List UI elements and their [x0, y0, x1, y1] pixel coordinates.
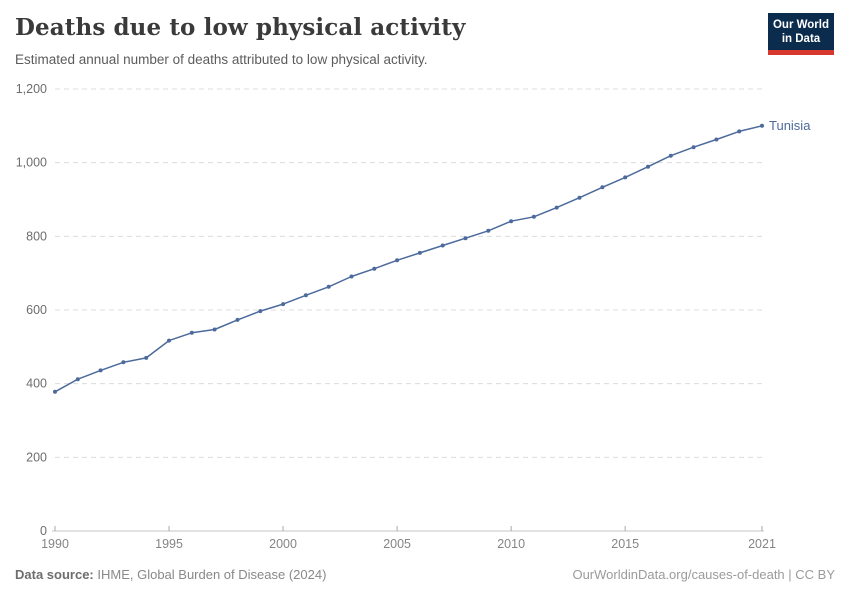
tunisia-point-2003[interactable]	[349, 274, 354, 279]
tunisia-point-2002[interactable]	[326, 284, 331, 289]
tunisia-point-2006[interactable]	[417, 250, 422, 255]
tunisia-point-1992[interactable]	[98, 368, 103, 373]
data-source-label: Data source:	[15, 567, 94, 582]
y-axis-label-200: 200	[26, 450, 47, 464]
y-axis-label-1200: 1,200	[16, 82, 47, 96]
tunisia-point-2020[interactable]	[737, 129, 742, 134]
tunisia-point-2018[interactable]	[691, 145, 696, 150]
x-axis-label-2005: 2005	[383, 537, 411, 551]
tunisia-point-2012[interactable]	[554, 205, 559, 210]
tunisia-point-2014[interactable]	[600, 185, 605, 190]
tunisia-point-2008[interactable]	[463, 236, 468, 241]
tunisia-point-1991[interactable]	[75, 377, 80, 382]
y-axis-label-800: 800	[26, 229, 47, 243]
tunisia-point-1990[interactable]	[53, 389, 57, 394]
owid-logo-stripe	[768, 50, 834, 55]
tunisia-line[interactable]	[54, 125, 763, 393]
tunisia-point-2016[interactable]	[646, 164, 650, 169]
x-axis-label-2015: 2015	[611, 537, 639, 551]
x-axis-label-2010: 2010	[497, 537, 525, 551]
tunisia-point-1997[interactable]	[212, 327, 217, 332]
x-axis-label-1995: 1995	[155, 537, 183, 551]
tunisia-point-2019[interactable]	[714, 137, 719, 142]
tunisia-point-1996[interactable]	[189, 330, 194, 335]
tunisia-point-2000[interactable]	[281, 302, 286, 307]
page-title: Deaths due to low physical activity	[15, 14, 466, 41]
owid-logo[interactable]: Our World in Data	[768, 13, 834, 55]
owid-logo-line1: Our World	[772, 19, 829, 31]
x-axis-label-2000: 2000	[269, 537, 297, 551]
y-axis-label-0: 0	[40, 524, 47, 538]
data-source: Data source: IHME, Global Burden of Dise…	[15, 567, 326, 582]
tunisia-point-2015[interactable]	[623, 175, 628, 180]
tunisia-point-1995[interactable]	[167, 338, 171, 343]
tunisia-point-2009[interactable]	[486, 228, 491, 233]
tunisia-point-2005[interactable]	[395, 258, 400, 263]
tunisia-point-1998[interactable]	[235, 317, 240, 322]
tunisia-point-2010[interactable]	[509, 219, 514, 224]
tunisia-point-2011[interactable]	[531, 214, 536, 219]
y-axis-label-1000: 1,000	[16, 156, 47, 170]
tunisia-point-2007[interactable]	[440, 243, 445, 248]
tunisia-point-2001[interactable]	[303, 293, 308, 298]
tunisia-point-2004[interactable]	[372, 266, 377, 271]
tunisia-point-2013[interactable]	[577, 195, 582, 200]
series-label-tunisia[interactable]: Tunisia	[769, 118, 811, 133]
data-source-text: IHME, Global Burden of Disease (2024)	[93, 567, 327, 582]
owid-logo-box: Our World in Data	[768, 13, 834, 50]
y-axis-label-600: 600	[26, 303, 47, 317]
tunisia-point-1993[interactable]	[121, 360, 126, 365]
owid-citation-link[interactable]: OurWorldinData.org/causes-of-death | CC …	[572, 567, 835, 582]
x-axis-label-2021: 2021	[748, 537, 776, 551]
tunisia-point-2017[interactable]	[668, 153, 673, 158]
tunisia-point-1999[interactable]	[258, 309, 263, 314]
owid-logo-line2: in Data	[781, 33, 821, 45]
tunisia-point-1994[interactable]	[144, 355, 149, 360]
y-axis-label-400: 400	[26, 377, 47, 391]
chart-subtitle: Estimated annual number of deaths attrib…	[15, 52, 428, 67]
x-axis-label-1990: 1990	[41, 537, 69, 551]
tunisia-point-2021[interactable]	[760, 123, 764, 128]
